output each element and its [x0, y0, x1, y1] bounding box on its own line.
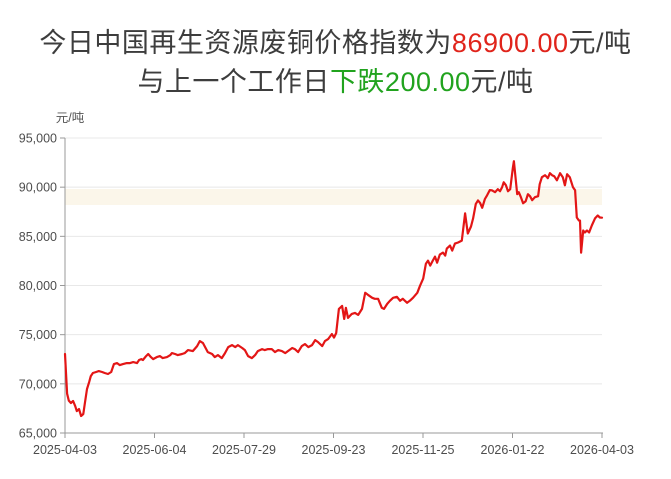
title-line-2: 与上一个工作日下跌200.00元/吨	[0, 63, 671, 102]
y-tick-label: 75,000	[19, 328, 57, 342]
y-tick-label: 70,000	[19, 377, 57, 391]
price-index-title: 今日中国再生资源废铜价格指数为86900.00元/吨 与上一个工作日下跌200.…	[0, 0, 671, 102]
y-axis-unit-label: 元/吨	[56, 111, 85, 125]
x-tick-label: 2025-09-23	[302, 443, 366, 457]
change-value: 下跌200.00	[329, 67, 471, 97]
x-tick-label: 2025-04-03	[33, 443, 97, 457]
change-unit: 元/吨	[470, 67, 534, 97]
watermark-band	[65, 189, 602, 205]
y-tick-label: 65,000	[19, 427, 57, 441]
price-line-series	[63, 160, 604, 418]
price-value: 86900.00	[451, 28, 569, 58]
title-prefix: 今日中国再生资源废铜价格指数为	[39, 28, 452, 58]
price-line-chart: 65,000 70,000 75,000 80,000 85,000 90,000 95,0…	[19, 111, 634, 457]
y-tick-label: 80,000	[19, 279, 57, 293]
price-unit: 元/吨	[568, 28, 632, 58]
change-prefix: 与上一个工作日	[137, 67, 330, 97]
x-tick-label: 2025-07-29	[212, 443, 276, 457]
y-tick-label: 90,000	[19, 181, 57, 195]
x-tick-label: 2025-06-04	[123, 443, 187, 457]
title-line-1: 今日中国再生资源废铜价格指数为86900.00元/吨	[0, 24, 671, 63]
y-tick-label: 85,000	[19, 230, 57, 244]
x-tick-label: 2025-11-25	[391, 443, 454, 457]
x-tick-label: 2026-04-03	[570, 443, 634, 457]
x-tick-label: 2026-01-22	[481, 443, 545, 457]
y-tick-label: 95,000	[19, 132, 57, 146]
